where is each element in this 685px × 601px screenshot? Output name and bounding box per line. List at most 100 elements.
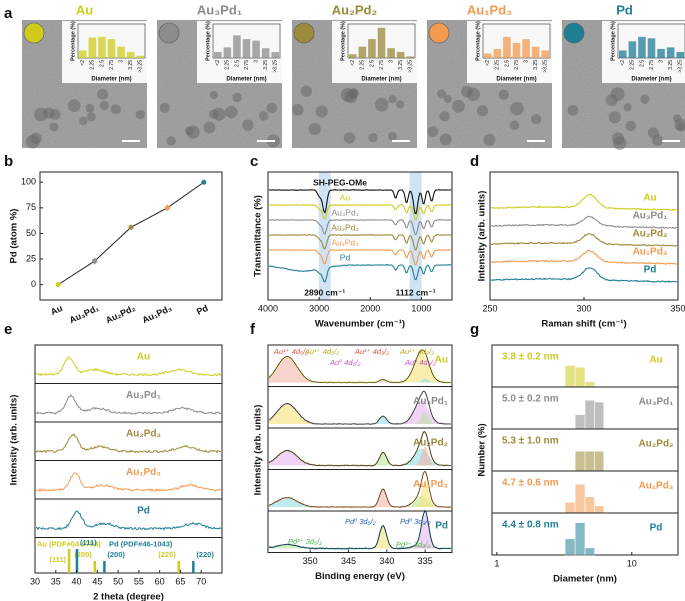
particle <box>348 88 359 99</box>
inset-tick-label: 2.75 <box>109 60 115 70</box>
inset-tick-label: 2.25 <box>495 60 501 70</box>
inset-bar <box>252 40 260 58</box>
x-tick-label: 335 <box>418 556 433 566</box>
particle <box>611 132 625 145</box>
inset-bar <box>242 39 251 58</box>
inset-bar <box>503 36 511 58</box>
inset-x-label: Diameter (nm) <box>496 77 536 83</box>
panel-label: g <box>470 321 479 338</box>
inset-tick-label: 2.5 <box>234 60 240 67</box>
inset-y-label: Percentage (%) <box>340 21 346 61</box>
particle <box>476 105 489 117</box>
inset-tick-label: <2 <box>350 60 356 66</box>
inset-bar <box>522 39 530 58</box>
x-axis-label: 2 theta (degree) <box>93 592 164 601</box>
fit-component <box>269 450 451 466</box>
particle <box>439 111 450 122</box>
scale-bar <box>257 140 275 142</box>
inset-y-label: Percentage (%) <box>205 21 211 61</box>
data-point <box>92 258 98 264</box>
inset-bar <box>396 51 405 58</box>
series-label: Au <box>643 193 656 204</box>
fit-component <box>269 356 451 383</box>
series-label: Pd <box>435 521 448 532</box>
peak-label: Au¹⁺ 4d₅/₂ <box>304 347 339 356</box>
inset-bar <box>358 46 367 58</box>
series-label: Pd <box>340 252 351 262</box>
peak-label: Pd⁰ 3d₅/₂ <box>345 517 376 526</box>
band-label: 2890 cm⁻¹ <box>304 287 345 297</box>
spectrum <box>268 264 452 283</box>
inset-bar <box>368 39 376 58</box>
inset-bar <box>223 47 232 58</box>
inset-tick-label: <2 <box>80 60 86 66</box>
x-tick-label: 70 <box>196 576 206 586</box>
histogram-bar <box>594 505 605 514</box>
particle <box>530 113 542 125</box>
particle <box>510 101 524 116</box>
histogram-bar <box>574 483 586 514</box>
inset-bar <box>136 55 144 58</box>
inset-bar <box>107 39 116 58</box>
x-tick-label: 250 <box>482 303 497 313</box>
fit-envelope <box>268 470 451 508</box>
inset-bar <box>628 41 637 58</box>
band <box>318 172 331 300</box>
inset-tick-label: 3 <box>118 60 124 63</box>
plot-frame <box>34 344 223 384</box>
y-axis-label: Transmittance (%) <box>253 195 264 277</box>
inset-x-label: Diameter (nm) <box>361 77 401 83</box>
sample-title: Au <box>76 2 93 17</box>
particle <box>315 105 328 118</box>
sample-title: Au₃Pd₁ <box>197 2 242 17</box>
particle <box>186 125 200 139</box>
peak-label: Au¹⁺ 4d₅/₂ <box>273 347 308 356</box>
series-label: Au₂Pd₂ <box>126 429 161 440</box>
inset-bar <box>619 50 627 58</box>
particle <box>99 100 109 110</box>
size-label: 4.4 ± 0.8 nm <box>502 520 559 531</box>
inset-bar <box>261 48 270 58</box>
inset-bar <box>233 35 241 58</box>
particle <box>300 85 313 97</box>
particle-icon <box>563 22 585 44</box>
particle <box>605 94 618 107</box>
inset-bar <box>531 46 540 58</box>
particle <box>110 104 121 115</box>
series-label: Au₁Pd₃ <box>126 467 161 478</box>
histogram-bar <box>584 547 595 556</box>
x-tick-label: 340 <box>379 556 394 566</box>
peak-label: Au¹⁺ 4d₃/₂ <box>354 347 389 356</box>
peak-label: (220) <box>158 550 176 559</box>
histogram-bar <box>574 450 586 472</box>
particle <box>25 134 40 149</box>
inset-tick-label: <2 <box>485 60 491 66</box>
particle <box>647 127 659 139</box>
histogram-bar <box>594 450 605 472</box>
inset-tick-label: >3.25 <box>678 60 684 73</box>
size-label: 5.3 ± 1.0 nm <box>502 436 559 447</box>
sample-title: Au₂Pd₂ <box>332 2 378 17</box>
peak-label: Au⁰ 4d₅/₂ <box>329 358 361 367</box>
plot-frame <box>34 498 223 538</box>
reference-name: Au (PDF#04-0784) <box>37 539 101 548</box>
inset-bar <box>541 50 549 58</box>
particle <box>509 120 520 130</box>
scale-bar <box>122 140 140 142</box>
fit-envelope <box>268 510 451 549</box>
spectrum <box>490 267 678 283</box>
panel-label: b <box>4 153 13 170</box>
x-tick-label: Pd <box>195 303 210 317</box>
particle-icon <box>158 22 180 44</box>
inset-bar <box>647 38 656 58</box>
inset-tick-label: 2.5 <box>639 60 645 67</box>
inset-tick-label: 3.25 <box>668 60 674 70</box>
series-label: SH-PEG-OMe <box>313 177 367 187</box>
particle <box>673 114 682 123</box>
particle <box>232 92 242 103</box>
particle <box>343 132 356 144</box>
histogram-bar <box>564 365 576 388</box>
inset-y-label: Percentage (%) <box>475 21 481 61</box>
fit-envelope <box>268 390 451 425</box>
particle <box>209 90 218 100</box>
